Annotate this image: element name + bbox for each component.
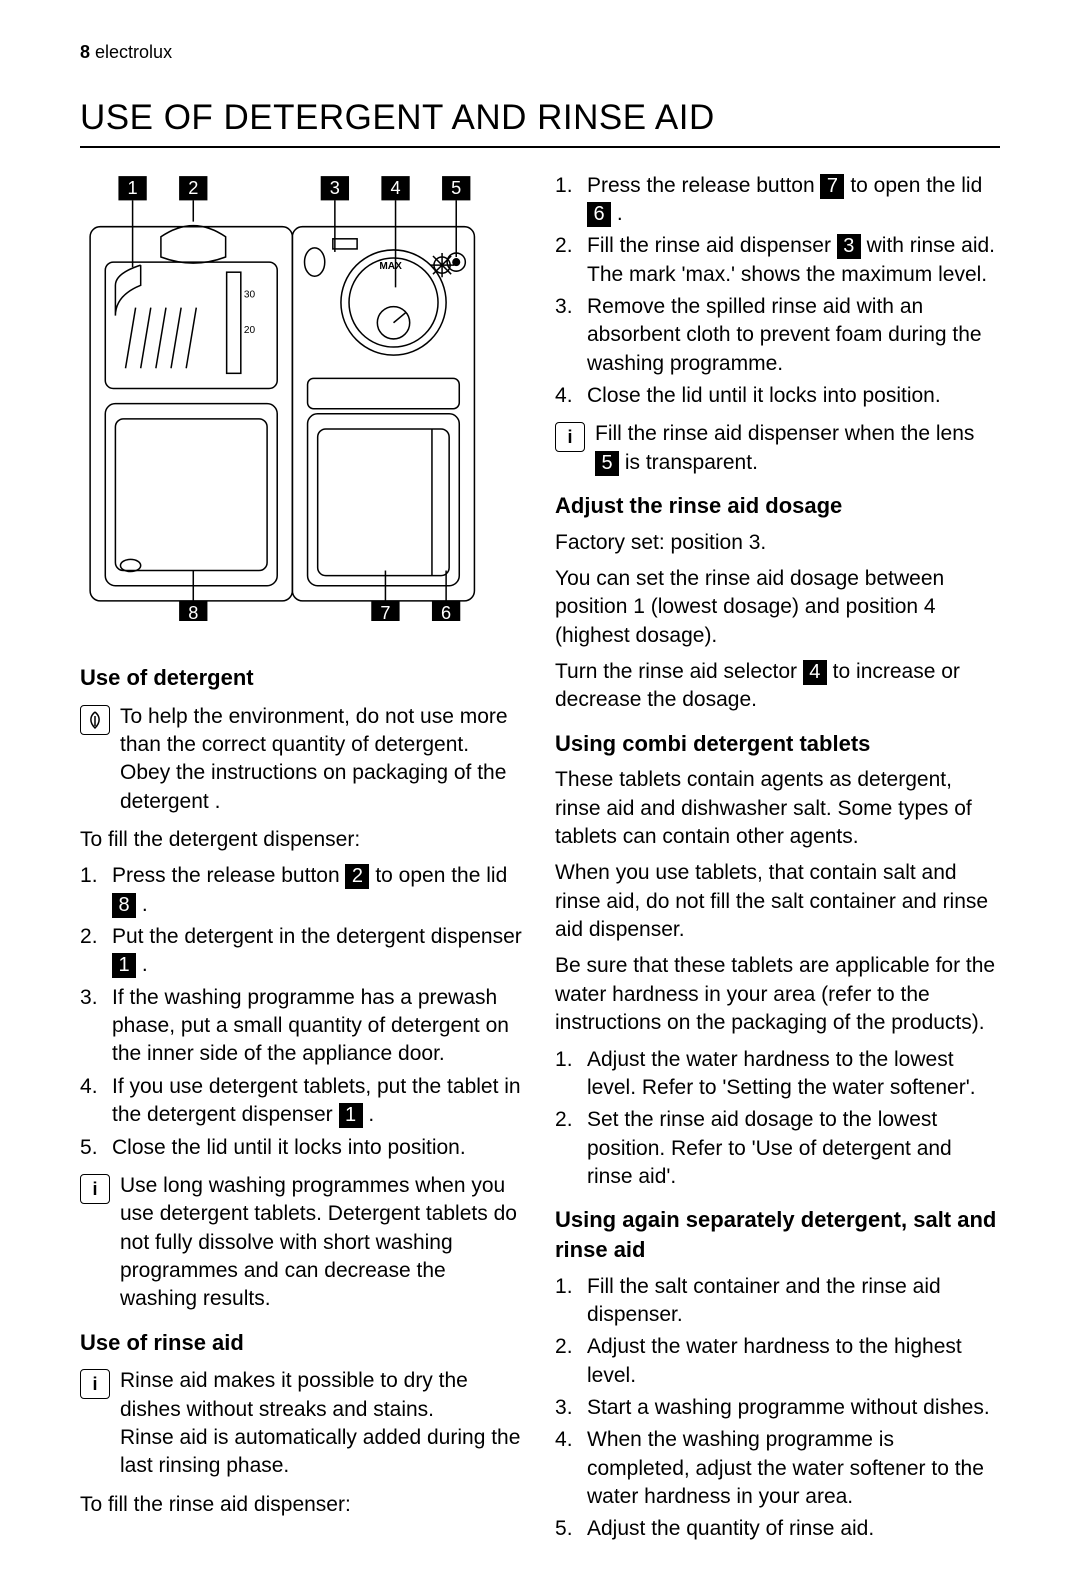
step-item: Press the release button 7 to open the l… <box>555 172 1000 229</box>
rinse-note-1: Rinse aid makes it possible to dry the d… <box>120 1369 468 1420</box>
tablet-note-text: Use long washing programmes when you use… <box>120 1172 525 1314</box>
left-column: 1 2 3 4 5 30 20 <box>80 166 525 1550</box>
heading-again: Using again separately detergent, salt a… <box>555 1205 1000 1264</box>
heading-adjust: Adjust the rinse aid dosage <box>555 491 1000 521</box>
heading-use-rinse: Use of rinse aid <box>80 1328 525 1358</box>
ref-6: 6 <box>587 202 611 227</box>
rinse-note: i Rinse aid makes it possible to dry the… <box>80 1367 525 1480</box>
combi-p3: Be sure that these tablets are applicabl… <box>555 952 1000 1037</box>
svg-text:30: 30 <box>244 289 256 300</box>
svg-text:1: 1 <box>128 178 138 198</box>
ref-2: 2 <box>345 864 369 889</box>
ref-7: 7 <box>820 174 844 199</box>
info-icon: i <box>555 422 585 452</box>
adjust-p2: You can set the rinse aid dosage between… <box>555 565 1000 650</box>
fill-detergent-intro: To fill the detergent dispenser: <box>80 826 525 854</box>
content-columns: 1 2 3 4 5 30 20 <box>80 166 1000 1550</box>
page-title: USE OF DETERGENT AND RINSE AID <box>80 94 1000 141</box>
step-item: Put the detergent in the detergent dispe… <box>80 923 525 980</box>
combi-p2: When you use tablets, that contain salt … <box>555 859 1000 944</box>
ref-4: 4 <box>803 660 827 685</box>
ref-3: 3 <box>837 234 861 259</box>
combi-steps: Adjust the water hardness to the lowest … <box>555 1046 1000 1192</box>
step-item: Close the lid until it locks into positi… <box>555 382 1000 410</box>
svg-text:5: 5 <box>451 178 461 198</box>
svg-text:7: 7 <box>380 603 390 621</box>
brand-name: electrolux <box>95 42 172 62</box>
tablet-note: i Use long washing programmes when you u… <box>80 1172 525 1314</box>
heading-combi: Using combi detergent tablets <box>555 729 1000 759</box>
ref-1: 1 <box>112 953 136 978</box>
detergent-steps: Press the release button 2 to open the l… <box>80 862 525 1161</box>
svg-text:3: 3 <box>330 178 340 198</box>
step-item: Fill the salt container and the rinse ai… <box>555 1273 1000 1330</box>
step-item: Press the release button 2 to open the l… <box>80 862 525 919</box>
svg-text:2: 2 <box>188 178 198 198</box>
env-note: To help the environment, do not use more… <box>80 703 525 816</box>
step-item: Remove the spilled rinse aid with an abs… <box>555 293 1000 378</box>
step-item: Adjust the quantity of rinse aid. <box>555 1515 1000 1543</box>
ref-8: 8 <box>112 893 136 918</box>
svg-text:MAX: MAX <box>379 261 402 272</box>
svg-text:4: 4 <box>390 178 400 198</box>
step-item: Adjust the water hardness to the highest… <box>555 1333 1000 1390</box>
again-steps: Fill the salt container and the rinse ai… <box>555 1273 1000 1544</box>
info-icon: i <box>80 1174 110 1204</box>
step-item: Adjust the water hardness to the lowest … <box>555 1046 1000 1103</box>
ref-1: 1 <box>339 1103 363 1128</box>
step-item: Start a washing programme without dishes… <box>555 1394 1000 1422</box>
combi-p1: These tablets contain agents as detergen… <box>555 766 1000 851</box>
step-item: Set the rinse aid dosage to the lowest p… <box>555 1106 1000 1191</box>
ref-5: 5 <box>595 451 619 476</box>
step-item: When the washing programme is completed,… <box>555 1426 1000 1511</box>
eco-icon <box>80 705 110 735</box>
info-icon: i <box>80 1369 110 1399</box>
step-item: Fill the rinse aid dispenser 3 with rins… <box>555 232 1000 289</box>
step-item: Close the lid until it locks into positi… <box>80 1134 525 1162</box>
rinse-note-2: Rinse aid is automatically added during … <box>120 1426 520 1477</box>
title-divider <box>80 146 1000 148</box>
dispenser-diagram: 1 2 3 4 5 30 20 <box>80 166 525 621</box>
fill-rinse-intro: To fill the rinse aid dispenser: <box>80 1491 525 1519</box>
step-item: If you use detergent tablets, put the ta… <box>80 1073 525 1130</box>
page-number: 8 <box>80 42 90 62</box>
svg-text:8: 8 <box>188 603 198 621</box>
rinse-steps: Press the release button 7 to open the l… <box>555 172 1000 411</box>
adjust-p1: Factory set: position 3. <box>555 529 1000 557</box>
page-header: 8 electrolux <box>80 40 1000 64</box>
svg-text:6: 6 <box>441 603 451 621</box>
env-note-text2: Obey the instructions on packaging of th… <box>120 761 506 812</box>
svg-text:20: 20 <box>244 324 256 335</box>
lens-note: i Fill the rinse aid dispenser when the … <box>555 420 1000 477</box>
heading-use-detergent: Use of detergent <box>80 663 525 693</box>
step-item: If the washing programme has a prewash p… <box>80 984 525 1069</box>
right-column: Press the release button 7 to open the l… <box>555 166 1000 1550</box>
adjust-p3: Turn the rinse aid selector 4 to increas… <box>555 658 1000 715</box>
env-note-text: To help the environment, do not use more… <box>120 705 508 756</box>
